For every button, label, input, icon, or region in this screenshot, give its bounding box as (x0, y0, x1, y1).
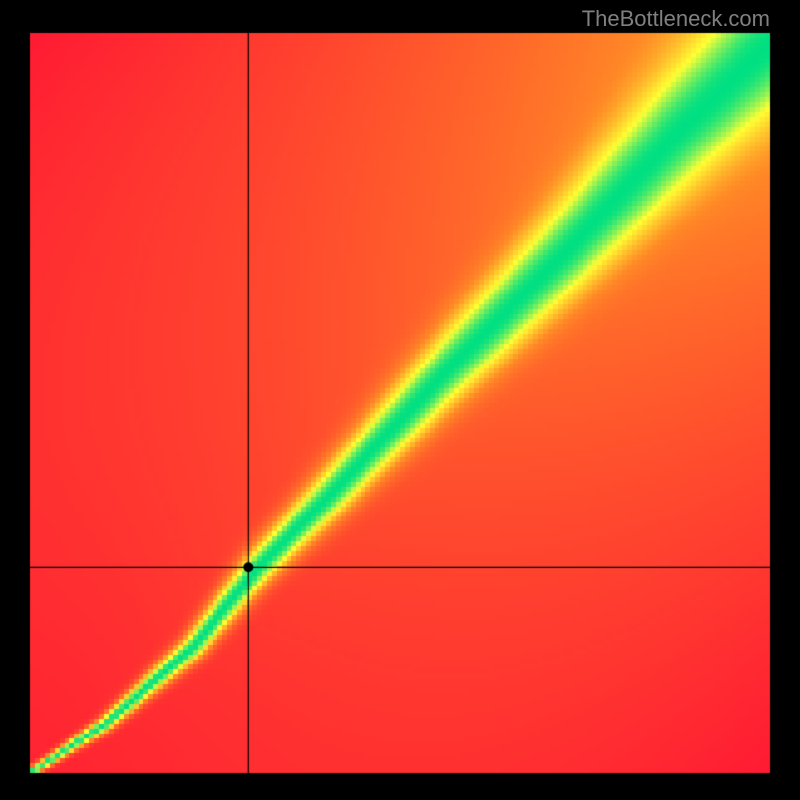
chart-container: TheBottleneck.com (0, 0, 800, 800)
watermark-text: TheBottleneck.com (582, 6, 770, 32)
bottleneck-heatmap (0, 0, 800, 800)
